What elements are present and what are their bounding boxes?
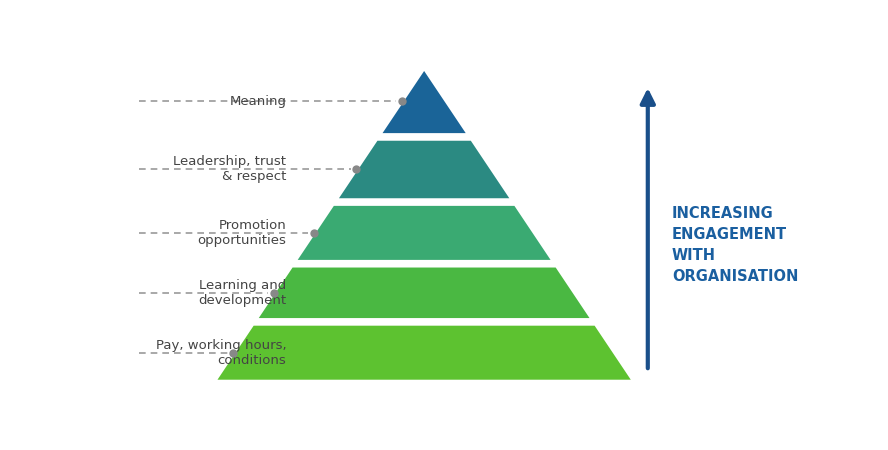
Text: Promotion
opportunities: Promotion opportunities bbox=[198, 219, 287, 247]
Text: Pay, working hours,
conditions: Pay, working hours, conditions bbox=[156, 339, 287, 367]
Polygon shape bbox=[214, 324, 634, 382]
Polygon shape bbox=[336, 139, 512, 200]
Polygon shape bbox=[256, 266, 593, 320]
Polygon shape bbox=[379, 68, 469, 135]
Text: Leadership, trust
& respect: Leadership, trust & respect bbox=[173, 156, 287, 184]
Text: Meaning: Meaning bbox=[229, 95, 287, 108]
Polygon shape bbox=[295, 204, 554, 261]
Text: Learning and
development: Learning and development bbox=[198, 279, 287, 307]
Text: INCREASING
ENGAGEMENT
WITH
ORGANISATION: INCREASING ENGAGEMENT WITH ORGANISATION bbox=[672, 207, 798, 284]
